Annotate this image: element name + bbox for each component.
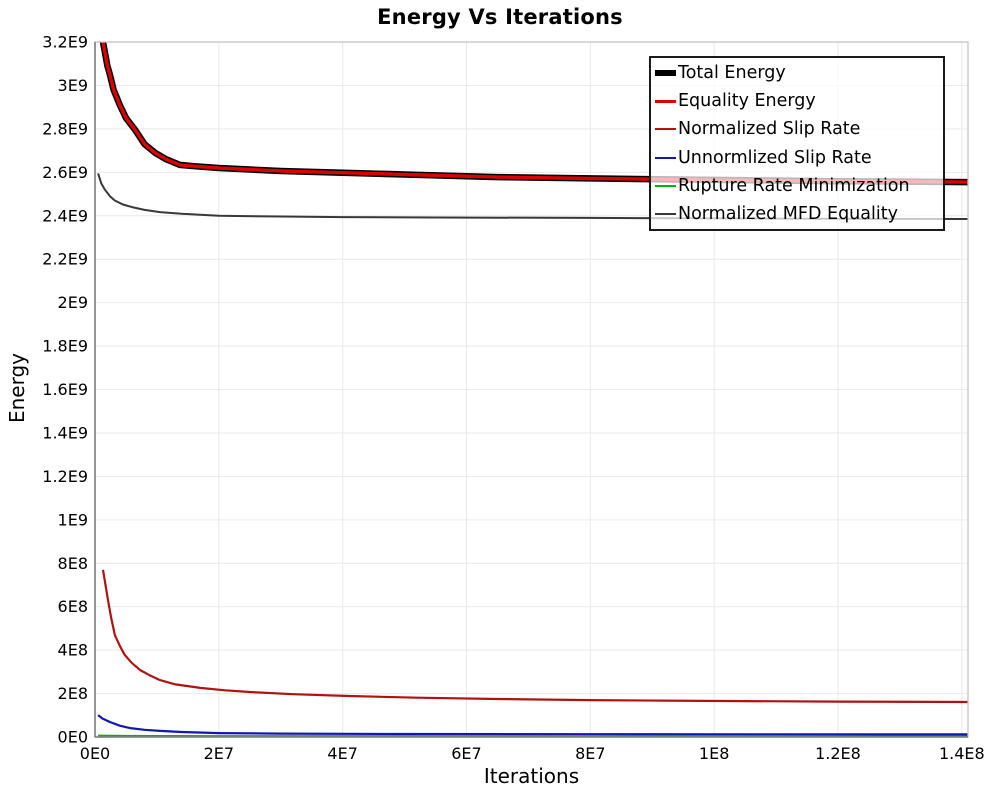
x-tick-label: 4E7 [327, 744, 357, 763]
y-tick-label: 2E9 [58, 293, 88, 312]
legend-item-total-energy: Total Energy [655, 60, 939, 87]
x-tick-label: 6E7 [451, 744, 481, 763]
legend-swatch-normalized-mfd-equality [655, 212, 676, 215]
legend-item-normalized-mfd-equality: Normalized MFD Equality [655, 200, 939, 227]
y-tick-label: 1.2E9 [42, 467, 88, 486]
series-line-normalized-slip-rate [101, 569, 968, 704]
y-axis-title: Energy [5, 352, 29, 424]
x-tick-label: 1.4E8 [939, 744, 985, 763]
legend-swatch-total-energy [655, 70, 676, 77]
legend-item-unnormlized-slip-rate: Unnormlized Slip Rate [655, 144, 939, 171]
legend-swatch-normalized-slip-rate [655, 128, 676, 131]
y-tick-label: 4E8 [58, 641, 88, 660]
legend-label: Unnormlized Slip Rate [678, 147, 872, 168]
y-tick-label: 2.2E9 [42, 250, 88, 269]
x-tick-label: 2E7 [204, 744, 234, 763]
legend-swatch-unnormlized-slip-rate [655, 156, 676, 159]
y-tick-label: 2E8 [58, 684, 88, 703]
y-tick-label: 2.4E9 [42, 206, 88, 225]
y-tick-label: 2.6E9 [42, 163, 88, 182]
y-tick-label: 1.6E9 [42, 380, 88, 399]
plot-border [94, 41, 969, 738]
x-tick-label: 1.2E8 [815, 744, 861, 763]
x-tick-label: 0E0 [80, 744, 110, 763]
y-tick-label: 1.8E9 [42, 337, 88, 356]
legend-label: Normalized Slip Rate [678, 119, 861, 140]
y-tick-label: 0E0 [58, 728, 88, 747]
series-line-normalized-mfd-equality [97, 173, 968, 220]
tick-labels: 0E0 2E8 4E8 6E8 8E8 1E9 1.2E9 1.4E9 1.6E9 1.8E9 2E… [42, 33, 984, 764]
legend-box: Total Energy Equality Energy Normalized Sl… [649, 56, 945, 231]
x-tick-label: 1E8 [699, 744, 729, 763]
y-tick-label: 2.8E9 [42, 119, 88, 138]
y-tick-label: 3E9 [58, 76, 88, 95]
y-tick-label: 1E9 [58, 510, 88, 529]
chart-title: Energy Vs Iterations [377, 5, 623, 29]
y-tick-label: 3.2E9 [42, 33, 88, 52]
legend-swatch-rupture-rate-minimization [655, 184, 676, 187]
legend-label: Rupture Rate Minimization [678, 175, 910, 196]
x-tick-label: 8E7 [575, 744, 605, 763]
series-line-equality-energy [101, 42, 968, 184]
legend-item-rupture-rate-minimization: Rupture Rate Minimization [655, 172, 939, 199]
legend-swatch-equality-energy [655, 99, 676, 103]
series-line-unnormlized-slip-rate [97, 714, 968, 736]
legend-label: Total Energy [678, 63, 786, 84]
y-tick-label: 1.4E9 [42, 423, 88, 442]
y-tick-label: 8E8 [58, 554, 88, 573]
y-tick-label: 6E8 [58, 597, 88, 616]
legend-label: Normalized MFD Equality [678, 203, 898, 224]
legend-label: Equality Energy [678, 91, 816, 112]
x-axis-title: Iterations [483, 764, 580, 788]
legend-item-equality-energy: Equality Energy [655, 88, 939, 115]
legend-item-normalized-slip-rate: Normalized Slip Rate [655, 116, 939, 143]
